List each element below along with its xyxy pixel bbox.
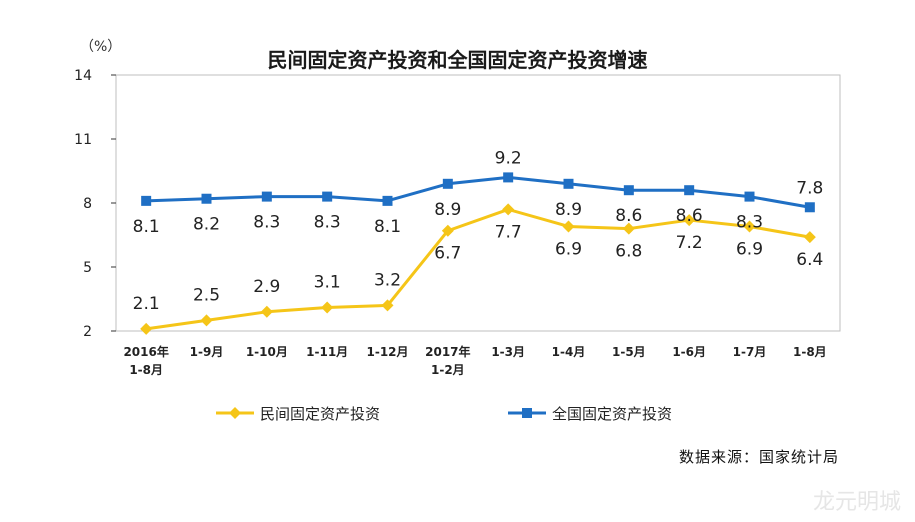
x-tick-label: 1-10月 (246, 345, 288, 359)
data-point-national (322, 191, 333, 202)
data-point-private (562, 220, 575, 233)
x-tick-label: 1-12月 (366, 345, 408, 359)
data-point-private (803, 231, 816, 244)
legend-item-private: 民间固定资产投资 (216, 400, 380, 426)
data-point-private (502, 203, 515, 216)
x-tick-label: 1-6月 (672, 345, 706, 359)
data-point-national (623, 185, 634, 196)
data-label-national: 8.3 (736, 213, 763, 233)
data-point-private (321, 301, 334, 314)
data-point-national (744, 191, 755, 202)
data-point-private (441, 224, 454, 237)
data-point-private (622, 222, 635, 235)
y-tick-label: 5 (83, 260, 92, 276)
data-label-private: 2.1 (133, 294, 160, 314)
legend-swatch-private (216, 407, 254, 419)
data-label-private: 6.9 (736, 239, 763, 259)
legend-swatch-national (508, 408, 546, 418)
data-point-national (563, 178, 574, 189)
y-tick-label: 11 (74, 132, 92, 148)
data-source: 数据来源：国家统计局 (678, 448, 839, 466)
data-label-private: 7.7 (495, 222, 522, 242)
x-tick-label: 1-8月 (129, 363, 163, 377)
y-tick-label: 8 (83, 196, 92, 212)
x-tick-label: 1-3月 (491, 345, 525, 359)
y-tick-label: 2 (83, 324, 92, 340)
data-point-private (140, 322, 153, 335)
x-tick-label: 1-7月 (733, 345, 767, 359)
chart-title: 民间固定资产投资和全国固定资产投资增速 (267, 48, 648, 72)
x-tick-label: 1-4月 (552, 345, 586, 359)
data-point-national (442, 178, 453, 189)
data-label-national: 8.6 (676, 206, 703, 226)
data-label-national: 8.1 (374, 217, 401, 237)
legend-item-national: 全国固定资产投资 (508, 400, 672, 426)
data-point-national (382, 195, 393, 206)
data-point-private (260, 305, 273, 318)
data-label-national: 8.9 (555, 200, 582, 220)
x-tick-label: 1-9月 (190, 345, 224, 359)
data-point-private (743, 220, 756, 233)
data-label-private: 6.4 (796, 250, 823, 270)
data-point-national (684, 185, 695, 196)
data-point-national (804, 202, 815, 213)
data-label-national: 8.2 (193, 215, 220, 235)
data-point-national (141, 195, 152, 206)
data-label-national: 8.1 (133, 217, 160, 237)
data-label-private: 2.9 (253, 277, 280, 297)
plot-area (115, 74, 841, 332)
data-label-private: 6.9 (555, 239, 582, 259)
data-point-national (201, 193, 212, 204)
y-tick-label: 14 (74, 68, 92, 84)
data-point-private (200, 314, 213, 327)
data-point-national (503, 172, 514, 183)
data-label-national: 8.9 (434, 200, 461, 220)
data-label-private: 3.1 (314, 273, 341, 293)
y-axis-unit: （%） (80, 39, 122, 55)
x-tick-label: 2016年 (123, 344, 168, 359)
series-line-private (145, 207, 811, 331)
data-label-national: 8.3 (314, 213, 341, 233)
x-tick-label: 2017年 (425, 344, 470, 359)
legend-label-private: 民间固定资产投资 (260, 404, 381, 423)
data-label-private: 6.8 (615, 242, 642, 262)
x-tick-label: 1-11月 (306, 345, 348, 359)
x-tick-label: 1-8月 (793, 345, 827, 359)
data-point-national (261, 191, 272, 202)
data-label-national: 9.2 (495, 148, 522, 168)
data-label-private: 3.2 (374, 270, 401, 290)
watermark: 龙元明城 (812, 490, 901, 515)
x-tick-label: 1-2月 (431, 363, 465, 377)
data-label-private: 7.2 (676, 233, 703, 253)
data-label-national: 8.3 (253, 213, 280, 233)
data-point-private (381, 299, 394, 312)
data-label-private: 2.5 (193, 285, 220, 305)
data-label-national: 8.6 (615, 206, 642, 226)
x-tick-label: 1-5月 (612, 345, 646, 359)
data-label-national: 7.8 (796, 178, 823, 198)
series-line-national (146, 175, 811, 209)
data-point-private (683, 214, 696, 227)
data-label-private: 6.7 (434, 244, 461, 264)
legend-label-national: 全国固定资产投资 (552, 404, 673, 423)
